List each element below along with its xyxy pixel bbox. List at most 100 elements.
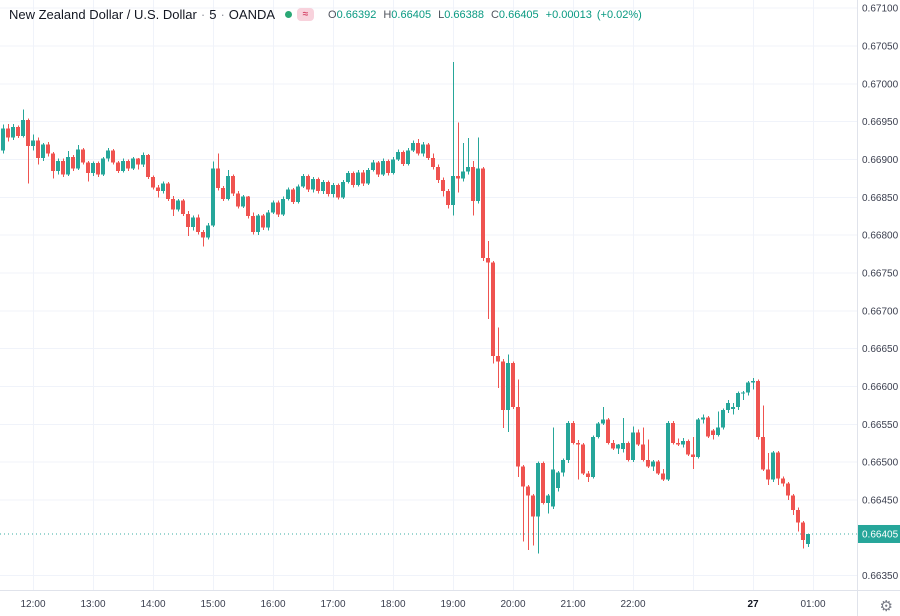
candle-down — [576, 440, 580, 480]
candle-down — [526, 484, 530, 550]
candle-down — [661, 468, 665, 482]
candle-up — [726, 400, 730, 413]
candle-down — [791, 493, 795, 516]
candle-down — [516, 379, 520, 478]
candle-up — [616, 443, 620, 454]
candle-down — [16, 125, 20, 139]
candle-down — [586, 471, 590, 482]
candle-down — [441, 177, 445, 197]
delayed-data-icon[interactable]: ≈ — [297, 8, 315, 21]
price-tick-label: 0.66350 — [862, 571, 899, 582]
candle-up — [701, 414, 705, 424]
change-value: +0.00013 — [545, 8, 592, 21]
price-axis[interactable]: 0.67100 0.67050 0.67000 0.66950 0.66900 0.668… — [858, 4, 900, 583]
candle-up — [396, 149, 400, 161]
candle-down — [116, 160, 120, 174]
candle-up — [716, 411, 720, 437]
candle-down — [336, 183, 340, 200]
candle-down — [156, 185, 160, 198]
candle-down — [136, 157, 140, 170]
candle-up — [696, 418, 700, 459]
candle-up — [551, 427, 555, 510]
candle-down — [416, 139, 420, 156]
candle-up — [206, 222, 210, 240]
interval-label[interactable]: 5 — [209, 7, 217, 22]
price-tick-label: 0.66550 — [862, 420, 899, 431]
candle-down — [86, 160, 90, 182]
candle-down — [231, 174, 235, 196]
candle-up — [131, 157, 135, 171]
candle-down — [236, 191, 240, 209]
price-tick-label: 0.66700 — [862, 306, 899, 317]
candle-up — [596, 421, 600, 439]
candle-down — [361, 170, 365, 186]
candle-down — [126, 159, 130, 171]
time-tick-label: 27 — [747, 599, 759, 610]
price-tick-label: 0.66500 — [862, 458, 899, 469]
time-tick-label: 01:00 — [800, 599, 825, 610]
candle-up — [41, 142, 45, 161]
candle-down — [761, 405, 765, 472]
candle-down — [146, 154, 150, 180]
candle-down — [166, 182, 170, 202]
candles-layer — [1, 61, 810, 554]
candle-down — [246, 195, 250, 219]
candle-up — [271, 200, 275, 214]
candle-up — [561, 458, 565, 477]
candle-down — [491, 260, 495, 364]
candle-up — [241, 194, 245, 208]
price-tick-label: 0.66450 — [862, 495, 899, 506]
candle-down — [796, 507, 800, 532]
candle-up — [141, 152, 145, 168]
candle-up — [226, 170, 230, 201]
candle-down — [261, 213, 265, 230]
candle-up — [311, 176, 315, 193]
candle-down — [431, 153, 435, 170]
candle-down — [401, 150, 405, 167]
candle-down — [251, 212, 255, 235]
candle-down — [541, 461, 545, 505]
candle-down — [376, 160, 380, 177]
candle-up — [506, 354, 510, 432]
candle-down — [26, 118, 30, 184]
candle-down — [581, 443, 585, 475]
candle-down — [471, 160, 475, 216]
low-label: L — [438, 8, 445, 21]
high-value: 0.66405 — [391, 8, 432, 21]
ohlc-readout: O0.66392 H0.66405 L0.66388 C0.66405 +0.0… — [328, 9, 647, 21]
candle-up — [366, 167, 370, 186]
candle-down — [151, 175, 155, 190]
candle-down — [186, 210, 190, 236]
candle-up — [751, 378, 755, 390]
settings-gear-icon[interactable]: ⚙ — [879, 598, 893, 615]
legend-separator: · — [220, 7, 225, 22]
exchange-label[interactable]: OANDA — [228, 7, 276, 22]
price-tick-label: 0.66650 — [862, 344, 899, 355]
candle-up — [266, 210, 270, 231]
candle-down — [531, 493, 535, 546]
candle-down — [711, 428, 715, 440]
candle-up — [101, 157, 105, 177]
legend-separator: · — [200, 7, 206, 22]
candle-up — [341, 179, 345, 199]
low-value: 0.66388 — [444, 8, 484, 21]
candle-down — [606, 418, 610, 445]
price-tick-label: 0.67000 — [862, 79, 899, 90]
time-tick-label: 13:00 — [80, 599, 105, 610]
candle-up — [21, 109, 25, 138]
candle-down — [611, 440, 615, 450]
candle-down — [81, 148, 85, 165]
time-tick-label: 20:00 — [500, 599, 525, 610]
candle-up — [286, 187, 290, 201]
time-tick-label: 12:00 — [20, 599, 45, 610]
candle-down — [111, 148, 115, 165]
high-label: H — [383, 8, 392, 21]
time-axis[interactable]: 12:00 13:00 14:00 15:00 16:00 17:00 18:00 19:00… — [20, 599, 825, 610]
candle-down — [786, 481, 790, 500]
symbol-title[interactable]: New Zealand Dollar / U.S. Dollar — [9, 7, 197, 22]
candle-up — [1, 124, 5, 154]
candle-down — [71, 154, 75, 171]
